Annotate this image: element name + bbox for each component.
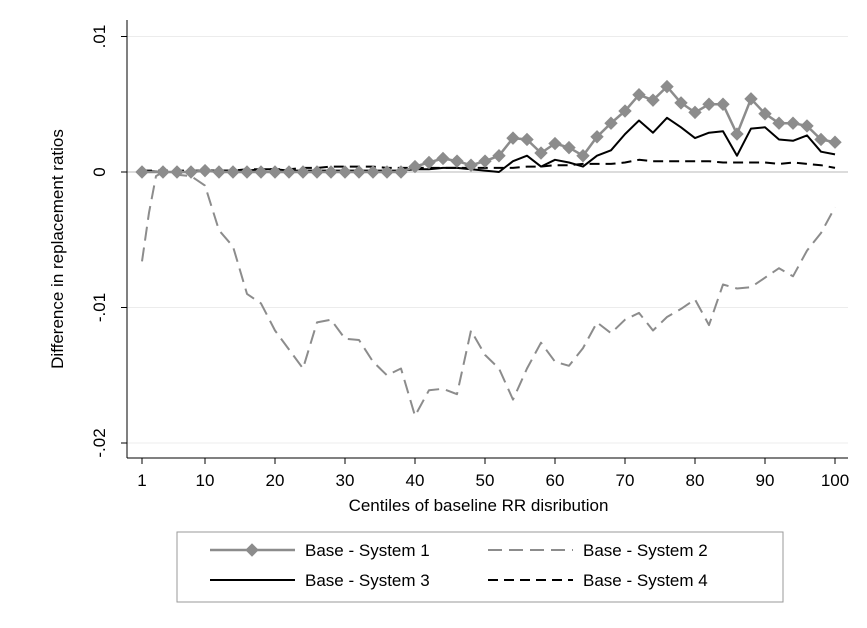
data-point (534, 146, 548, 160)
y-tick-label: .01 (90, 25, 109, 49)
data-point (282, 165, 296, 179)
legend-swatch-marker (245, 543, 259, 557)
data-point (352, 165, 366, 179)
data-point (702, 97, 716, 111)
series-line (141, 171, 836, 417)
data-point (240, 165, 254, 179)
x-tick-label: 100 (821, 471, 849, 490)
legend-label: Base - System 4 (583, 571, 708, 590)
data-point (380, 165, 394, 179)
x-tick-label: 70 (616, 471, 635, 490)
x-tick-label: 10 (196, 471, 215, 490)
data-point (688, 105, 702, 120)
legend-label: Base - System 1 (305, 541, 430, 560)
data-point (520, 132, 534, 147)
x-tick-label: 50 (476, 471, 495, 490)
data-point (814, 132, 828, 147)
data-point (226, 165, 240, 179)
data-point (394, 165, 408, 179)
data-point (478, 154, 492, 168)
data-point (184, 165, 198, 179)
data-point (674, 96, 688, 110)
data-point (492, 149, 506, 163)
legend-label: Base - System 2 (583, 541, 708, 560)
data-point (324, 165, 338, 179)
data-point (646, 93, 660, 107)
x-axis-title: Centiles of baseline RR disribution (349, 496, 609, 515)
data-point (548, 136, 562, 151)
legend-box (176, 531, 784, 603)
x-tick-label: 30 (336, 471, 355, 490)
data-point (156, 165, 170, 179)
data-point (506, 131, 520, 145)
data-point (212, 165, 226, 179)
legend: Base - System 1 Base - System 2 Base - Sys… (176, 531, 784, 603)
data-point (618, 104, 632, 118)
data-point (772, 116, 786, 130)
data-point (744, 92, 758, 106)
data-point (590, 130, 604, 144)
data-point (786, 116, 800, 130)
data-point (604, 116, 618, 130)
legend-label: Base - System 3 (305, 571, 430, 590)
data-point (716, 97, 730, 111)
data-point (310, 165, 324, 179)
data-point (758, 107, 772, 121)
data-point (576, 149, 590, 163)
data-point (632, 88, 646, 102)
x-tick-label: 60 (546, 471, 565, 490)
data-point (660, 79, 674, 94)
data-point (296, 165, 310, 179)
data-point (730, 127, 744, 141)
data-point (254, 165, 268, 179)
data-point (800, 119, 814, 133)
axes: .01 0 -.01 -.02 1 10 20 30 40 50 60 70 80 90 100 (90, 20, 849, 490)
data-point (450, 154, 464, 168)
y-tick-label: -.02 (90, 428, 109, 457)
data-point (170, 165, 184, 179)
data-point (562, 140, 576, 155)
x-tick-label: 20 (266, 471, 285, 490)
data-point (436, 151, 450, 166)
data-point (268, 165, 282, 179)
x-tick-label: 80 (686, 471, 705, 490)
x-tick-label: 1 (137, 471, 146, 490)
data-point (366, 165, 380, 179)
data-point (828, 135, 842, 149)
y-axis-title: Difference in replacement ratios (48, 129, 67, 369)
y-tick-label: -.01 (90, 293, 109, 322)
x-tick-label: 90 (756, 471, 775, 490)
x-tick-label: 40 (406, 471, 425, 490)
y-tick-label: 0 (90, 167, 109, 176)
data-point (198, 163, 212, 178)
data-point (464, 158, 478, 172)
data-point (408, 159, 422, 174)
data-point (135, 165, 149, 179)
series-layer (135, 79, 842, 417)
data-point (422, 155, 436, 170)
data-point (338, 165, 352, 179)
